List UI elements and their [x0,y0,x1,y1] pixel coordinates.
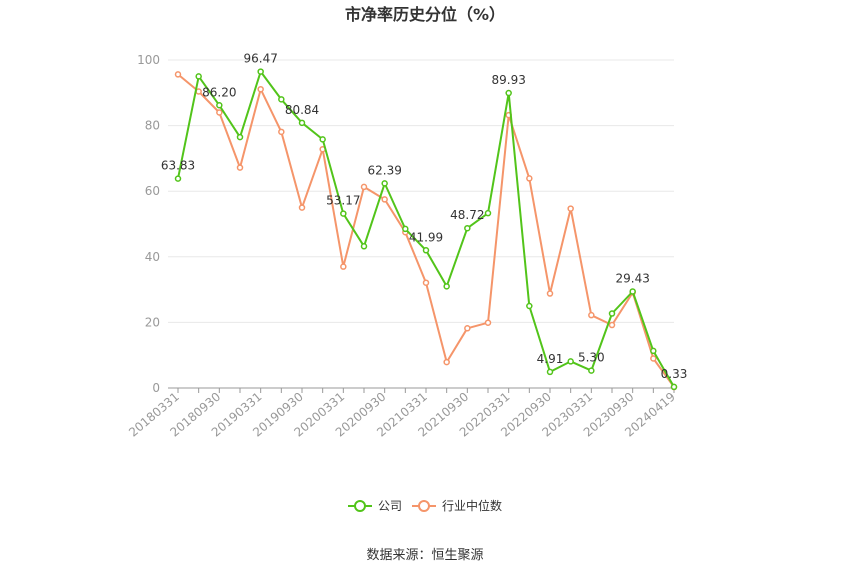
data-point [546,290,554,297]
data-point [464,325,471,332]
data-point [340,263,347,270]
data-point [629,288,636,295]
legend-label: 行业中位数 [442,498,502,513]
data-point [381,180,388,187]
data-label: 48.72 [450,208,484,222]
data-labels: 63.83 86.20 96.47 80.84 53.17 62.39 41.99 48.72… [161,52,688,381]
data-point [588,311,595,319]
data-point [505,89,512,97]
data-point [422,279,430,286]
legend-item-industry-median[interactable]: 行业中位数 [412,498,502,513]
y-axis: 0 20 40 60 80 100 [137,53,160,395]
data-point [298,119,306,127]
data-label: 63.83 [161,159,195,173]
legend-label: 公司 [378,499,402,513]
data-point [546,368,554,376]
x-axis: 2018033120180930201903312019093020200331… [126,387,678,440]
data-label: 29.43 [615,271,649,285]
data-point [464,224,471,232]
data-label: 5.30 [578,351,605,365]
data-label: 86.20 [202,85,236,99]
chart-title: 市净率历史分位（%） [345,5,505,24]
data-label: 62.39 [367,163,401,177]
data-point [216,109,223,116]
data-point [340,210,347,217]
data-label: 53.17 [326,194,360,208]
y-tick-label: 60 [145,184,160,198]
grid [168,59,674,323]
data-point [216,102,223,109]
data-point [526,302,533,310]
y-tick-label: 0 [152,381,160,395]
data-point [174,175,182,182]
data-point [670,383,678,391]
data-point [236,164,244,171]
data-point [278,128,285,136]
data-point [422,247,430,254]
data-point [650,347,657,355]
data-label: 96.47 [243,52,277,66]
plot-area [174,68,678,391]
data-point [567,205,574,212]
data-point [608,310,616,317]
source-note: 数据来源：恒生聚源 [366,548,483,563]
data-point [526,175,533,182]
legend-item-company[interactable]: 公司 [348,499,402,513]
data-point [608,321,616,329]
legend[interactable]: 公司 行业中位数 [348,498,502,513]
data-point [443,283,450,290]
data-label: 41.99 [409,230,443,244]
data-point [236,133,244,141]
data-point [588,367,595,374]
data-point [484,209,492,217]
data-point [381,196,388,203]
legend-marker [418,500,430,512]
data-point [174,71,182,78]
data-point [319,136,326,143]
y-tick-label: 100 [137,53,160,67]
data-point [443,358,450,366]
legend-marker [354,500,366,512]
y-tick-label: 80 [145,119,160,133]
data-point [360,243,368,250]
data-label: 89.93 [491,73,525,87]
data-point [195,73,202,80]
data-point [567,358,574,365]
y-tick-label: 40 [145,250,160,264]
data-point [650,355,657,362]
data-label: 4.91 [537,352,564,366]
data-label: 80.84 [285,103,319,117]
data-point [360,183,368,191]
data-point [484,319,492,326]
data-point [257,85,264,93]
y-tick-label: 20 [145,315,160,329]
data-label: 0.33 [661,367,688,381]
data-point [402,225,409,233]
data-point [257,68,264,75]
data-point [298,204,306,211]
data-point [278,96,285,103]
